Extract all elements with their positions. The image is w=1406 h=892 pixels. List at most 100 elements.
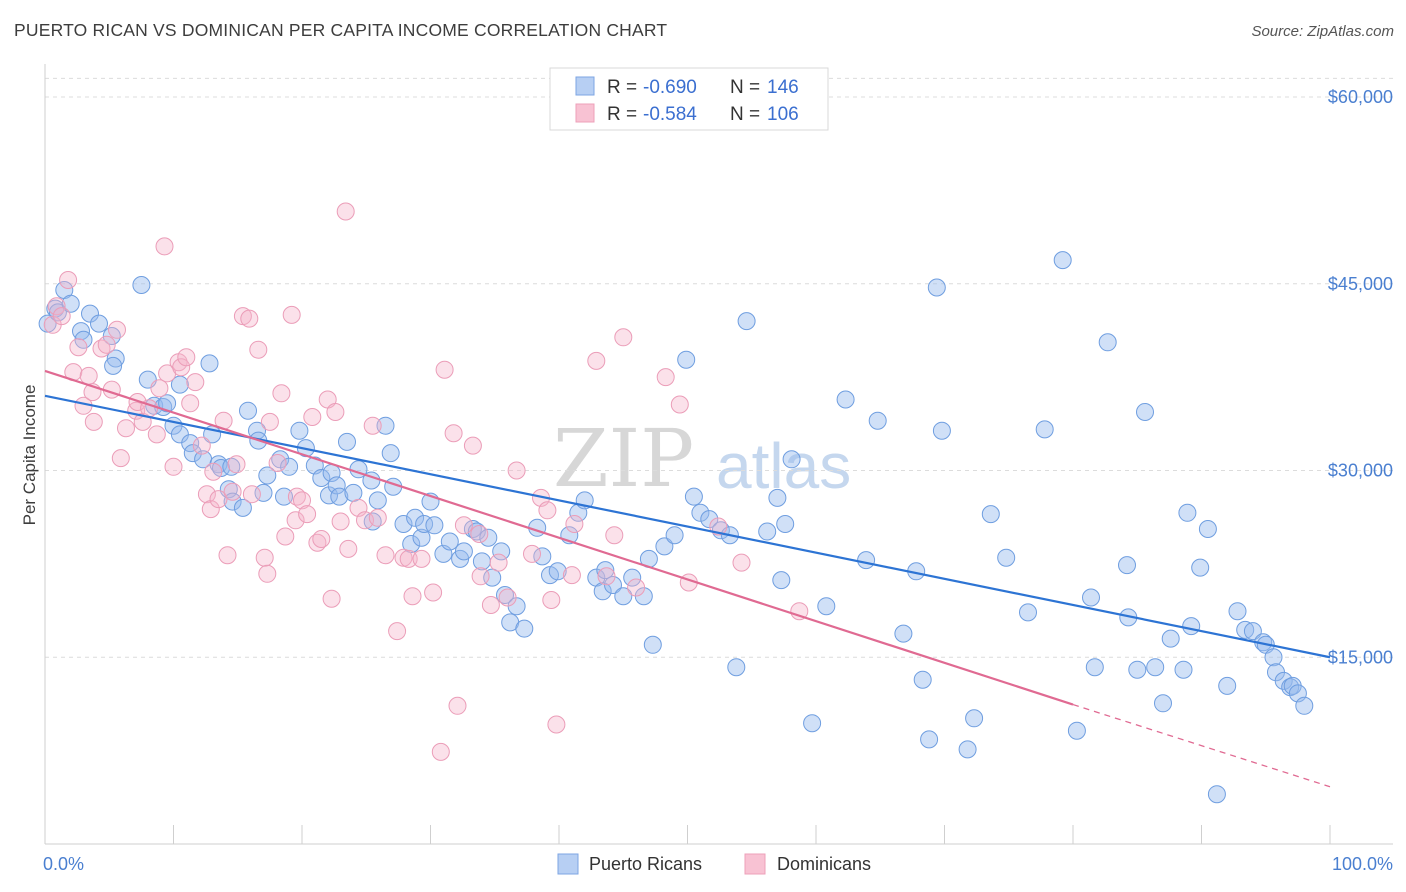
dominican-point bbox=[52, 307, 71, 326]
puerto-rican-point bbox=[239, 401, 257, 420]
dominican-point bbox=[298, 505, 317, 524]
puerto-rican-point bbox=[81, 304, 99, 323]
puerto-rican-point bbox=[1236, 620, 1255, 639]
legend-r-label-1: R = bbox=[607, 77, 637, 98]
puerto-rican-point bbox=[381, 444, 400, 463]
dominican-point bbox=[286, 511, 305, 530]
dominican-point bbox=[431, 742, 450, 761]
puerto-rican-point bbox=[496, 586, 514, 604]
puerto-rican-point bbox=[368, 491, 387, 510]
dominican-point bbox=[481, 596, 500, 614]
dominican-point bbox=[312, 530, 331, 548]
dominican-point bbox=[111, 449, 130, 468]
puerto-rican-point bbox=[997, 548, 1016, 567]
puerto-rican-point bbox=[1243, 622, 1262, 641]
dominican-point bbox=[147, 425, 166, 444]
puerto-rican-point bbox=[868, 411, 887, 430]
puerto-rican-point bbox=[1067, 721, 1086, 740]
puerto-rican-point bbox=[533, 547, 552, 566]
puerto-rican-point bbox=[330, 487, 349, 506]
puerto-rican-point bbox=[643, 635, 662, 654]
puerto-rican-point bbox=[258, 466, 277, 485]
puerto-rican-point bbox=[836, 390, 855, 409]
dominican-point bbox=[242, 485, 261, 504]
dominican-point bbox=[448, 696, 467, 715]
dominican-point bbox=[463, 436, 482, 455]
dominican-point bbox=[670, 395, 689, 414]
dominican-point bbox=[597, 567, 616, 586]
puerto-rican-point bbox=[275, 487, 293, 506]
y-tick-label: $60,000 bbox=[1328, 87, 1393, 107]
puerto-rican-point bbox=[655, 537, 674, 556]
puerto-rican-point bbox=[132, 276, 151, 294]
puerto-rican-point bbox=[363, 512, 382, 531]
dominican-point bbox=[209, 490, 228, 509]
bottom-legend-swatch-dominicans bbox=[744, 853, 766, 875]
puerto-rican-point bbox=[158, 394, 177, 413]
dominican-point bbox=[186, 373, 205, 392]
legend-r-value-2: -0.584 bbox=[643, 104, 697, 125]
puerto-rican-point bbox=[965, 709, 984, 728]
watermark-atlas: atlas bbox=[716, 430, 851, 502]
dominican-point bbox=[97, 335, 116, 354]
puerto-rican-point bbox=[440, 532, 459, 551]
puerto-rican-point bbox=[1295, 696, 1314, 715]
puerto-rican-point bbox=[768, 488, 787, 507]
dominican-point bbox=[424, 583, 443, 602]
grid-lines bbox=[45, 77, 1393, 658]
puerto-rican-point bbox=[1019, 603, 1037, 622]
dominican-point bbox=[363, 416, 382, 435]
dominican-point bbox=[164, 457, 183, 476]
dominican-point bbox=[547, 715, 566, 734]
dominican-point bbox=[218, 546, 237, 565]
puerto-rican-point bbox=[104, 356, 123, 375]
puerto-rican-point bbox=[593, 582, 612, 601]
puerto-rican-point bbox=[1191, 558, 1210, 577]
puerto-rican-point bbox=[376, 416, 395, 435]
puerto-rican-point bbox=[1182, 617, 1201, 636]
puerto-rican-point bbox=[1085, 658, 1104, 677]
dominican-point bbox=[336, 202, 355, 221]
x-axis-max-label: 100.0% bbox=[1332, 854, 1393, 874]
puerto-rican-point bbox=[1161, 629, 1180, 648]
dominican-point bbox=[255, 548, 274, 567]
dominican-point bbox=[656, 368, 675, 387]
dominican-point bbox=[388, 622, 407, 641]
bottom-legend-dominicans: Dominicans bbox=[777, 854, 871, 874]
puerto-rican-point bbox=[1082, 588, 1100, 607]
puerto-rican-point bbox=[254, 483, 273, 502]
puerto-rican-point bbox=[394, 515, 413, 533]
puerto-rican-point bbox=[596, 561, 615, 580]
legend-n-value-1: 146 bbox=[767, 77, 799, 98]
dominican-point bbox=[240, 309, 259, 328]
dominican-point bbox=[258, 564, 277, 583]
series-puerto-ricans bbox=[38, 251, 1314, 804]
puerto-rican-point bbox=[402, 535, 421, 553]
puerto-rican-point bbox=[183, 444, 202, 463]
dominican-point bbox=[227, 455, 246, 474]
dominican-point bbox=[507, 461, 526, 480]
dominican-point bbox=[454, 516, 473, 535]
chart-title: PUERTO RICAN VS DOMINICAN PER CAPITA INC… bbox=[14, 20, 668, 40]
puerto-rican-point bbox=[223, 492, 242, 511]
dominican-point bbox=[282, 305, 301, 324]
dominican-point bbox=[201, 500, 220, 519]
puerto-rican-point bbox=[106, 349, 125, 368]
legend-r-label-2: R = bbox=[607, 104, 637, 125]
puerto-rican-point bbox=[623, 568, 642, 587]
puerto-rican-point bbox=[406, 508, 425, 527]
puerto-rican-point bbox=[515, 619, 534, 638]
x-axis-ticks bbox=[44, 825, 1331, 844]
puerto-rican-point bbox=[677, 350, 696, 369]
puerto-rican-point bbox=[958, 740, 977, 759]
dominican-point bbox=[471, 567, 490, 586]
puerto-rican-point bbox=[1053, 251, 1072, 270]
puerto-rican-point bbox=[425, 516, 444, 535]
dominican-point bbox=[69, 338, 88, 357]
y-tick-label: $45,000 bbox=[1328, 274, 1393, 294]
puerto-rican-point bbox=[327, 476, 346, 495]
legend-n-label-2: N = bbox=[730, 104, 760, 125]
bottom-legend-puerto-ricans: Puerto Ricans bbox=[589, 854, 702, 874]
dominican-point bbox=[79, 366, 98, 385]
puerto-rican-point bbox=[857, 551, 876, 570]
